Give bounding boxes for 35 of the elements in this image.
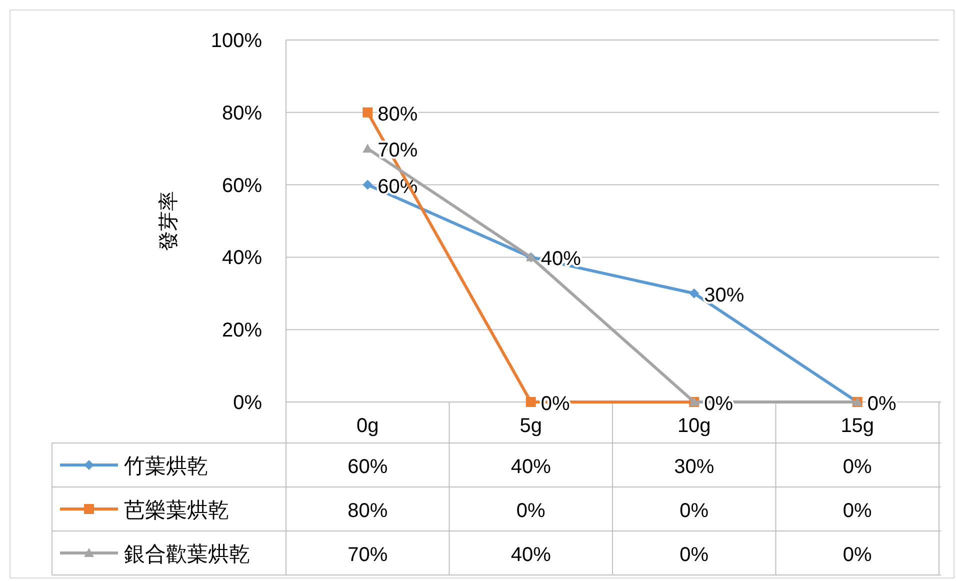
data-label: 0% bbox=[842, 456, 872, 478]
y-tick-label: 40% bbox=[222, 247, 262, 270]
legend-label: 竹葉烘乾 bbox=[124, 455, 208, 478]
data-label: 70% bbox=[348, 544, 388, 566]
data-label: 0% bbox=[680, 500, 709, 522]
x-tick-label: 0g bbox=[356, 415, 379, 437]
point bbox=[526, 397, 536, 407]
point bbox=[689, 288, 700, 298]
point bbox=[362, 107, 373, 118]
data-label: 40% bbox=[510, 456, 552, 478]
data-label: 30% bbox=[674, 456, 714, 478]
x-tick-label: 15g bbox=[840, 415, 874, 437]
text: 30% bbox=[704, 284, 744, 306]
y-tick-label: 80% bbox=[222, 102, 262, 124]
data-label: 0% bbox=[842, 500, 872, 522]
data-label: 0% bbox=[842, 544, 872, 566]
text: 80% bbox=[378, 103, 418, 126]
y-tick-label: 100% bbox=[210, 30, 262, 52]
data-label: 80% bbox=[348, 500, 388, 522]
point bbox=[362, 180, 373, 190]
point bbox=[362, 144, 373, 153]
text: 0% bbox=[704, 393, 734, 415]
legend-label: 芭樂葉烘乾 bbox=[124, 499, 229, 522]
data-label: 0% bbox=[680, 544, 709, 566]
data-label: 60% bbox=[348, 456, 388, 478]
data-label: 0% bbox=[516, 500, 546, 522]
legend-label: 銀合歡葉烘乾 bbox=[124, 543, 250, 566]
y-tick-label: 20% bbox=[222, 320, 262, 342]
x-tick-label: 10g bbox=[677, 415, 711, 437]
y-tick-label: 0% bbox=[233, 392, 262, 414]
x-tick-label: 5g bbox=[520, 415, 542, 437]
text: 0% bbox=[867, 393, 896, 415]
y-axis-title: 發芽率 bbox=[158, 191, 180, 251]
data-label: 40% bbox=[510, 544, 552, 566]
y-tick-label: 60% bbox=[222, 174, 262, 197]
